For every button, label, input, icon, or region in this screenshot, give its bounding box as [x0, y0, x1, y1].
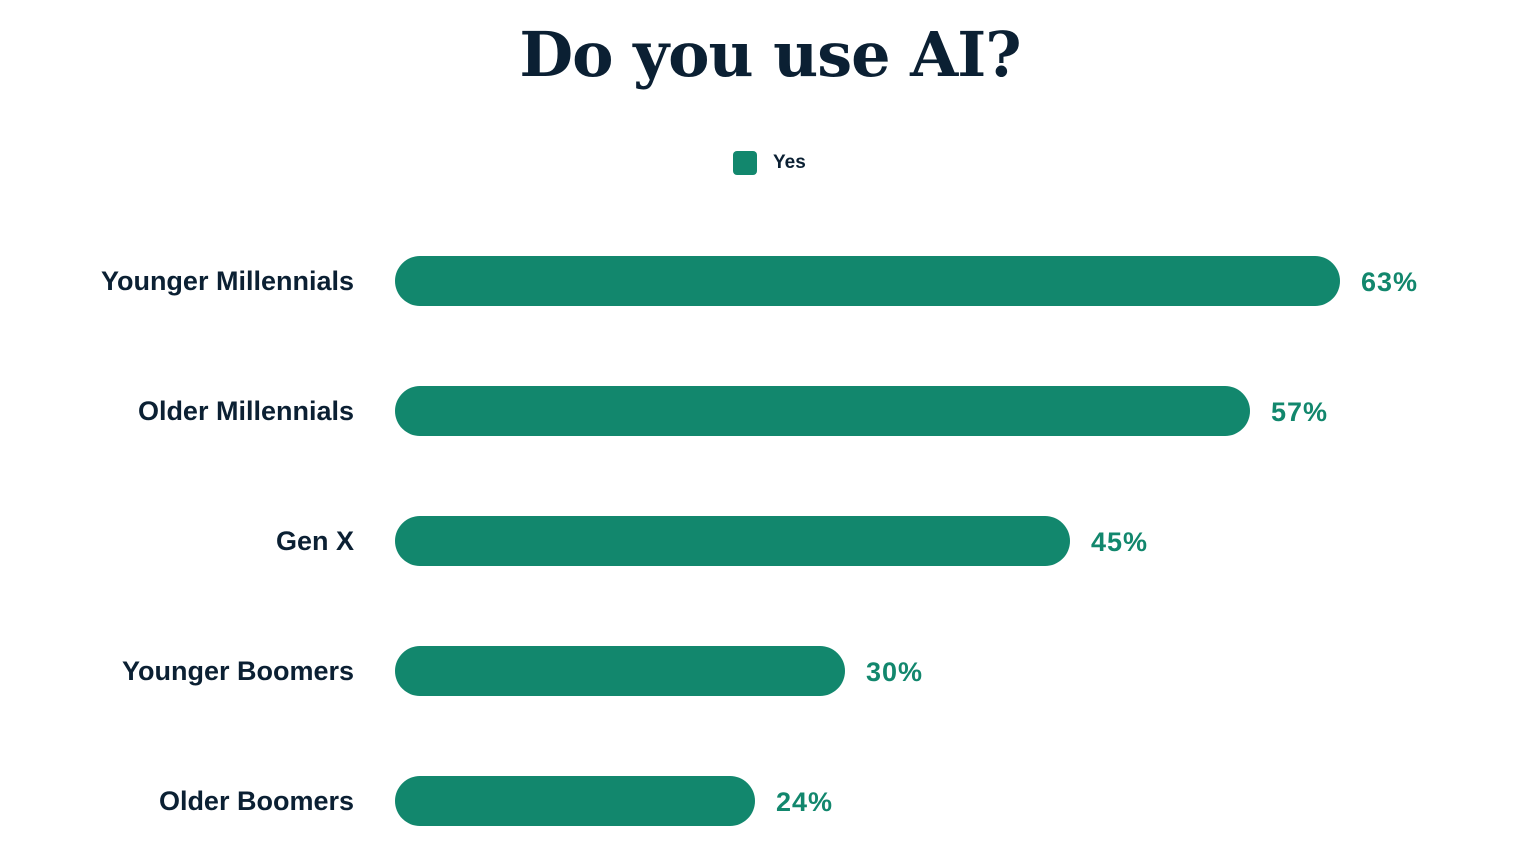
bar: [395, 776, 755, 826]
bar: [395, 646, 845, 696]
data-label: 30%: [866, 657, 923, 687]
category-label: Older Boomers: [159, 786, 354, 816]
legend: Yes: [733, 151, 806, 175]
legend-swatch-yes: [733, 151, 757, 175]
category-label: Gen X: [276, 526, 354, 556]
legend-label-yes: Yes: [773, 152, 806, 173]
chart-title: Do you use AI?: [519, 18, 1021, 91]
category-label: Younger Millennials: [101, 266, 354, 296]
category-label: Older Millennials: [138, 396, 354, 426]
category-label: Younger Boomers: [122, 656, 354, 686]
bar: [395, 516, 1070, 566]
data-label: 45%: [1091, 527, 1148, 557]
data-label: 24%: [776, 787, 833, 817]
data-label: 63%: [1361, 267, 1418, 297]
bar: [395, 256, 1340, 306]
bar: [395, 386, 1250, 436]
data-label: 57%: [1271, 397, 1328, 427]
